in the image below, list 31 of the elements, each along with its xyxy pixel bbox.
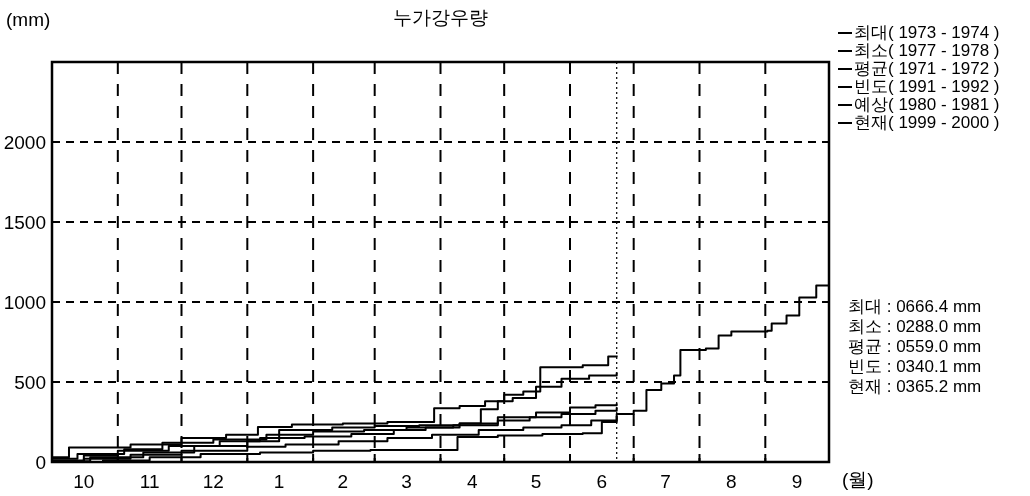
x-tick-label: 11 [139, 471, 160, 492]
legend-label: 평균( 1971 - 1972 ) [854, 59, 1000, 78]
x-axis-title: (월) [842, 469, 874, 490]
y-tick-label: 0 [35, 452, 46, 473]
legend-label: 빈도( 1991 - 1992 ) [854, 77, 1000, 96]
x-tick-label: 7 [660, 471, 671, 492]
text: 최대 : 0666.4 mm [848, 297, 982, 316]
x-tick-label: 8 [726, 471, 737, 492]
legend-label: 현재( 1999 - 2000 ) [854, 113, 1000, 132]
legend-label: 최대( 1973 - 1974 ) [854, 23, 1000, 42]
x-tick-label: 4 [467, 471, 479, 492]
x-tick-label: 9 [791, 471, 803, 492]
chart-title: 누가강우량 [392, 7, 488, 28]
y-tick-label: 500 [14, 372, 46, 393]
y-tick-label: 1500 [3, 212, 46, 233]
y-axis-title: (mm) [6, 9, 51, 30]
x-tick-label: 6 [596, 471, 608, 492]
x-tick-label: 5 [530, 471, 542, 492]
text: 최소 : 0288.0 mm [848, 317, 982, 336]
y-tick-label: 2000 [3, 132, 46, 153]
legend-label: 예상( 1980 - 1981 ) [854, 95, 1000, 114]
legend-label: 최소( 1977 - 1978 ) [854, 41, 1000, 60]
text: 빈도 : 0340.1 mm [848, 357, 982, 376]
x-tick-label: 12 [202, 471, 224, 492]
x-tick-label: 2 [337, 471, 349, 492]
text: 평균 : 0559.0 mm [848, 337, 982, 356]
text: 현재 : 0365.2 mm [848, 377, 982, 396]
y-tick-label: 1000 [3, 292, 46, 313]
x-tick-label: 1 [273, 471, 285, 492]
x-tick-label: 10 [73, 471, 95, 492]
x-tick-label: 3 [401, 471, 412, 492]
